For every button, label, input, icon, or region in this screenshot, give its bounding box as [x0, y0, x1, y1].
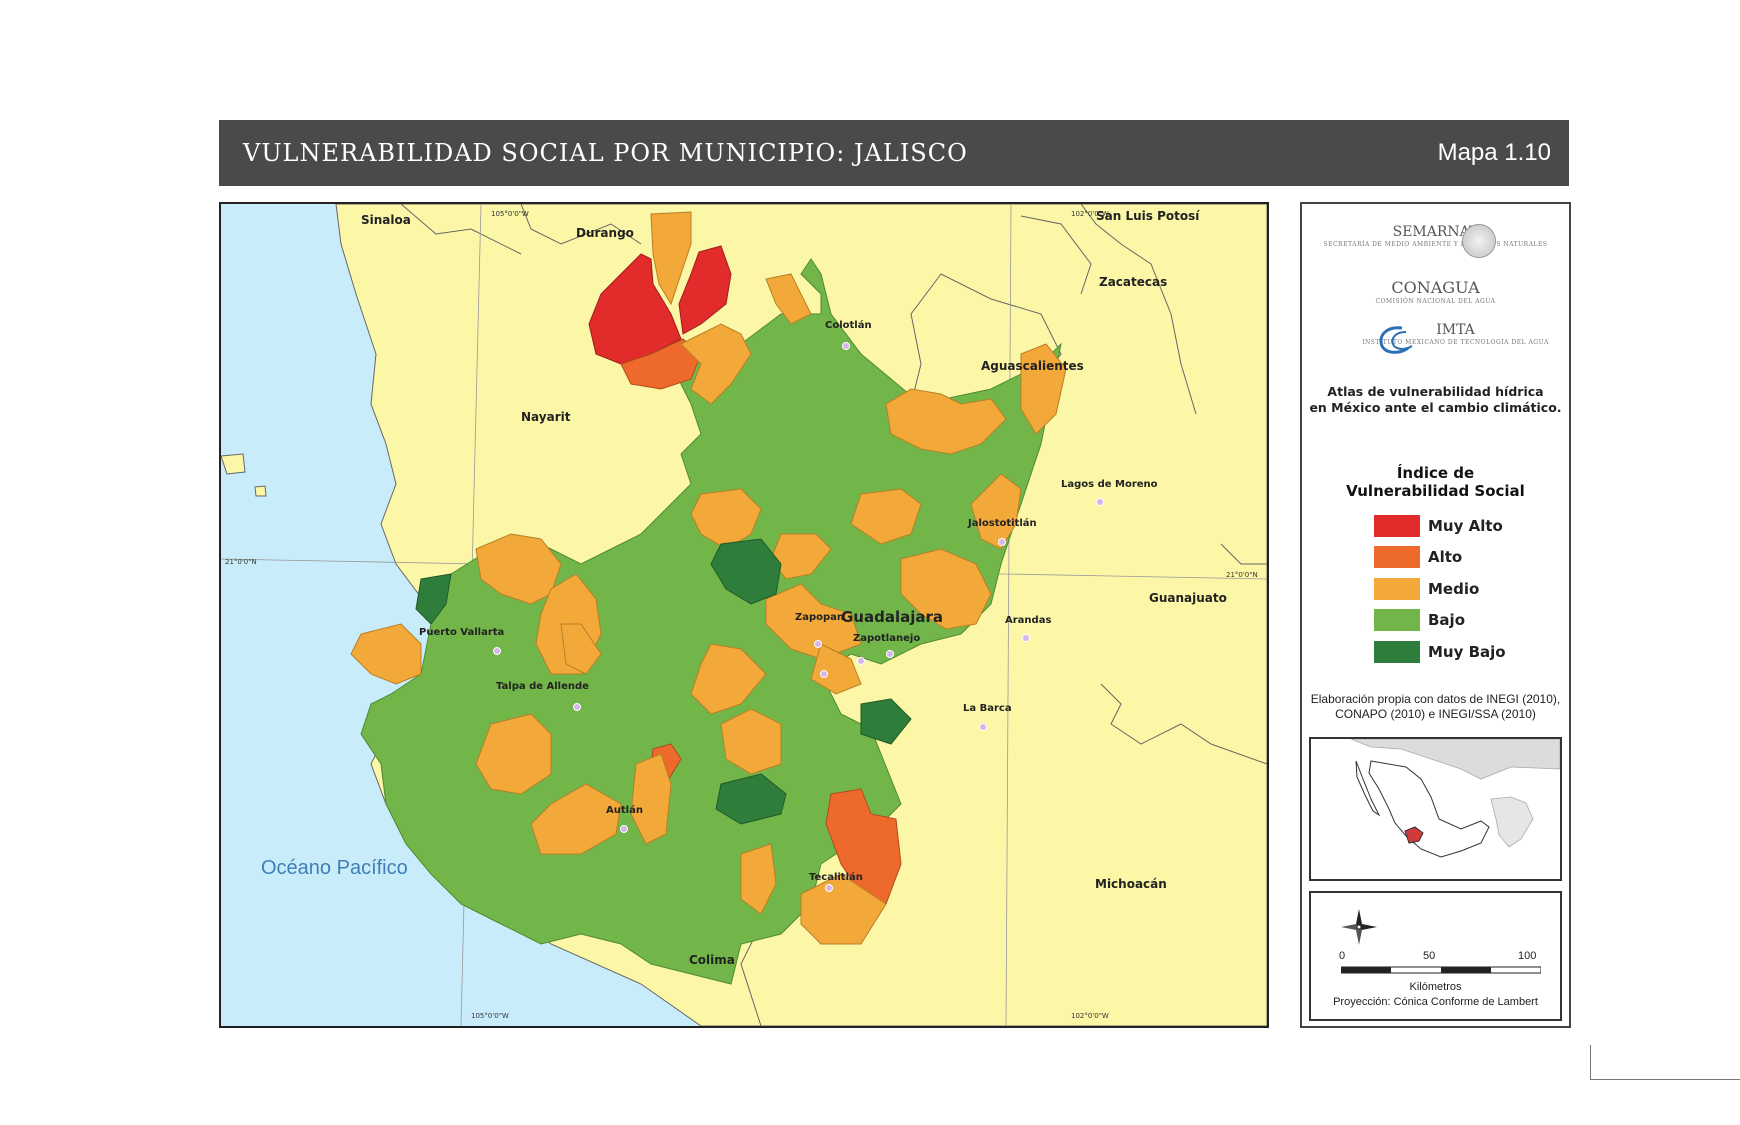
legend-label: Medio — [1428, 580, 1480, 598]
locator-map-graphic — [1311, 739, 1560, 879]
legend-swatch — [1374, 546, 1420, 568]
city-label-zapotlanejo: Zapotlanejo — [853, 633, 920, 644]
conagua-name: CONAGUA — [1391, 278, 1480, 297]
legend-label: Muy Bajo — [1428, 643, 1506, 661]
state-label-colima: Colima — [689, 953, 735, 967]
state-label-zacatecas: Zacatecas — [1099, 275, 1167, 289]
municipalities-medio — [350, 211, 1067, 945]
ocean-label: Océano Pacífico — [261, 857, 408, 879]
municipalities-muy-bajo — [415, 538, 912, 825]
atlas-line-1: Atlas de vulnerabilidad hídrica — [1327, 384, 1544, 399]
legend-label: Bajo — [1428, 611, 1466, 629]
legend-item-muy-alto: Muy Alto — [1374, 514, 1503, 538]
lat-label-21-left: 21°0'0"N — [225, 558, 257, 566]
scale-tick-50: 50 — [1423, 950, 1436, 962]
lon-label-102-top: 102°0'0"W — [1071, 210, 1109, 218]
city-label-tecalitlan: Tecalitlán — [809, 871, 863, 883]
island — [254, 485, 267, 497]
city-label-autlan: Autlán — [606, 804, 643, 816]
legend-title: Índice de Vulnerabilidad Social — [1302, 464, 1569, 500]
lon-label-105-top: 105°0'0"W — [491, 210, 529, 218]
state-label-durango: Durango — [576, 226, 634, 240]
scale-unit: Kilómetros — [1409, 981, 1462, 993]
atlas-line-2: en México ante el cambio climático. — [1309, 400, 1562, 415]
city-markers — [493, 342, 1104, 892]
scale-bar — [1341, 966, 1541, 974]
scale-box: 0 50 100 Kilómetros Proyección: Cónica C… — [1309, 891, 1562, 1021]
jalisco-state — [350, 211, 1067, 985]
city-label-zapopan: Zapopan — [795, 612, 844, 623]
north-arrow-icon — [1341, 909, 1377, 945]
legend-item-muy-bajo: Muy Bajo — [1374, 640, 1506, 664]
legend-item-medio: Medio — [1374, 577, 1479, 601]
state-label-aguascalientes: Aguascalientes — [981, 359, 1084, 373]
imta-logo: IMTA INSTITUTO MEXICANO DE TECNOLOGÍA DE… — [1302, 322, 1569, 354]
projection-note: Proyección: Cónica Conforme de Lambert — [1333, 996, 1538, 1008]
island — [221, 453, 246, 475]
conagua-subtitle: COMISIÓN NACIONAL DEL AGUA — [1375, 298, 1496, 305]
map-title: VULNERABILIDAD SOCIAL POR MUNICIPIO: JAL… — [243, 139, 968, 167]
credits-line-1: Elaboración propia con datos de INEGI (2… — [1310, 692, 1561, 706]
scale-tick-0: 0 — [1339, 950, 1346, 962]
imta-wave-icon — [1379, 326, 1413, 354]
legend-item-bajo: Bajo — [1374, 608, 1465, 632]
data-credits: Elaboración propia con datos de INEGI (2… — [1302, 692, 1569, 722]
city-label-la-barca: La Barca — [963, 703, 1012, 714]
conagua-logo: CONAGUA COMISIÓN NACIONAL DEL AGUA — [1302, 278, 1569, 305]
municipalities-muy-alto — [678, 245, 732, 335]
semarnat-subtitle: SECRETARÍA DE MEDIO AMBIENTE Y RECURSOS … — [1323, 241, 1548, 248]
state-label-sinaloa: Sinaloa — [361, 213, 411, 227]
legend-swatch — [1374, 515, 1420, 537]
state-label-michoacan: Michoacán — [1095, 877, 1167, 891]
atlas-caption: Atlas de vulnerabilidad hídrica en Méxic… — [1302, 384, 1569, 416]
scale-tick-100: 100 — [1518, 950, 1537, 962]
semarnat-logo: SEMARNAT SECRETARÍA DE MEDIO AMBIENTE Y … — [1302, 224, 1569, 248]
state-label-guanajuato: Guanajuato — [1149, 591, 1227, 605]
mexico-seal-icon — [1462, 224, 1496, 258]
legend-item-alto: Alto — [1374, 545, 1462, 569]
map-frame: Océano Pacífico Sinaloa Durango San Luis… — [219, 202, 1269, 1028]
city-label-arandas: Arandas — [1005, 615, 1051, 626]
lon-label-105-bottom: 105°0'0"W — [471, 1012, 509, 1020]
city-label-colotlan: Colotlán — [825, 319, 872, 331]
city-label-lagos-de-moreno: Lagos de Moreno — [1061, 479, 1158, 490]
graticule-labels: 105°0'0"W 102°0'0"W 105°0'0"W 102°0'0"W … — [225, 210, 1258, 1020]
lon-label-102-bottom: 102°0'0"W — [1071, 1012, 1109, 1020]
map-number: Mapa 1.10 — [1437, 139, 1551, 166]
state-labels: Sinaloa Durango San Luis Potosí Zacateca… — [361, 209, 1227, 967]
city-label-puerto-vallarta: Puerto Vallarta — [419, 627, 504, 638]
city-label-guadalajara: Guadalajara — [841, 608, 943, 626]
credits-line-2: CONAPO (2010) e INEGI/SSA (2010) — [1335, 707, 1536, 721]
city-label-talpa-de-allende: Talpa de Allende — [496, 681, 589, 692]
semarnat-name: SEMARNAT — [1392, 224, 1479, 240]
legend-swatch — [1374, 578, 1420, 600]
legend-title-line-2: Vulnerabilidad Social — [1346, 482, 1525, 500]
legend-label: Muy Alto — [1428, 517, 1503, 535]
jalisco-map: Océano Pacífico Sinaloa Durango San Luis… — [221, 204, 1267, 1026]
state-label-san-luis-potosi: San Luis Potosí — [1096, 209, 1200, 223]
municipalities-bajo — [360, 258, 1062, 985]
lat-label-21-right: 21°0'0"N — [1226, 571, 1258, 579]
page-corner-mark — [1590, 1045, 1740, 1080]
state-label-nayarit: Nayarit — [521, 410, 571, 424]
mexico-locator-map — [1309, 737, 1562, 881]
municipalities-alto — [825, 788, 902, 905]
imta-name: IMTA — [1436, 322, 1475, 338]
side-panel: SEMARNAT SECRETARÍA DE MEDIO AMBIENTE Y … — [1300, 202, 1571, 1028]
legend-swatch — [1374, 641, 1420, 663]
city-label-jalostotitlan: Jalostotitlán — [967, 517, 1037, 529]
legend-label: Alto — [1428, 548, 1463, 566]
city-labels: Colotlán Lagos de Moreno Jalostotitlán Z… — [419, 319, 1158, 883]
legend-title-line-1: Índice de — [1396, 464, 1475, 482]
imta-subtitle: INSTITUTO MEXICANO DE TECNOLOGÍA DEL AGU… — [1362, 339, 1549, 346]
municipalities-alto — [620, 338, 702, 390]
title-bar: VULNERABILIDAD SOCIAL POR MUNICIPIO: JAL… — [219, 120, 1569, 186]
legend-swatch — [1374, 609, 1420, 631]
